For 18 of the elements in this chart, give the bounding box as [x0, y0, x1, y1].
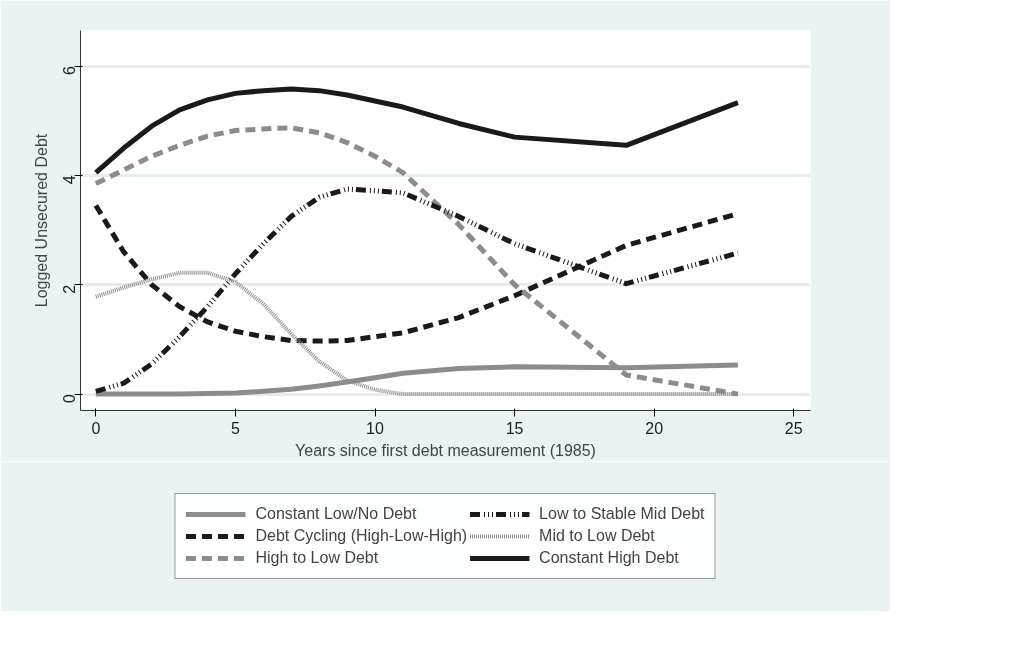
x-tick-label: 0	[91, 419, 101, 437]
x-tick-label: 10	[366, 419, 385, 437]
x-axis-title: Years since first debt measurement (1985)	[295, 441, 596, 459]
x-tick-label: 25	[784, 419, 803, 437]
legend-label: Debt Cycling (High-Low-High)	[255, 527, 468, 545]
legend-label: Mid to Low Debt	[539, 527, 655, 545]
x-tick-label: 20	[645, 419, 664, 437]
legend-label: Constant Low/No Debt	[255, 505, 417, 523]
y-tick-label: 0	[61, 394, 79, 403]
legend-label: High to Low Debt	[255, 549, 379, 567]
x-tick-label: 5	[230, 419, 240, 437]
y-tick-label: 4	[61, 175, 79, 185]
y-tick-label: 2	[61, 284, 79, 294]
legend-label: Constant High Debt	[539, 549, 679, 567]
y-tick-label: 6	[61, 65, 79, 75]
legend-label: Low to Stable Mid Debt	[539, 505, 705, 523]
x-tick-label: 15	[505, 419, 524, 437]
y-axis-title: Logged Unsecured Debt	[32, 133, 50, 308]
